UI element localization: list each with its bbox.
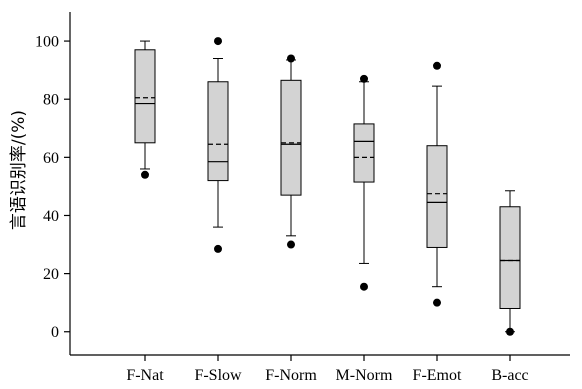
x-tick-label: B-acc (491, 367, 528, 384)
outlier-point (214, 37, 222, 46)
outlier-point (433, 61, 441, 70)
box-group-b-acc (499, 190, 521, 336)
x-tick-label: M-Norm (336, 367, 393, 384)
outlier-point (506, 327, 514, 336)
x-tick-label: F-Emot (413, 367, 462, 384)
outlier-point (287, 54, 295, 63)
x-axis: F-Nat F-Slow F-Norm M-Norm F-Emot B-acc (70, 354, 570, 384)
box-group-f-nat (134, 40, 156, 179)
y-tick-label: 60 (43, 150, 59, 167)
y-tick-label: 20 (43, 266, 59, 283)
outlier-point (141, 170, 149, 179)
plot-area (134, 37, 521, 336)
outlier-point (433, 298, 441, 307)
x-tick-label: F-Norm (265, 367, 317, 384)
outlier-point (287, 240, 295, 249)
y-axis: 0 20 40 60 80 100 (35, 12, 71, 355)
outlier-point (214, 244, 222, 253)
outlier-point (360, 282, 368, 291)
iqr-box (280, 79, 302, 196)
x-tick-label: F-Slow (194, 367, 242, 384)
iqr-box (207, 81, 229, 182)
iqr-box (426, 145, 448, 248)
y-axis-title: 言语识别率/(%) (9, 110, 29, 230)
y-tick-label: 100 (35, 34, 59, 51)
box-group-f-slow (207, 37, 229, 253)
x-tick-label: F-Nat (126, 367, 164, 384)
iqr-box (499, 206, 521, 309)
box-group-f-emot (426, 61, 448, 307)
outlier-point (360, 74, 368, 83)
y-tick-label: 80 (43, 92, 59, 109)
iqr-box (134, 49, 156, 144)
y-tick-label: 40 (43, 208, 59, 225)
y-tick-label: 0 (51, 324, 59, 341)
box-group-f-norm (280, 54, 302, 249)
box-group-m-norm (353, 74, 375, 291)
iqr-box (353, 123, 375, 183)
